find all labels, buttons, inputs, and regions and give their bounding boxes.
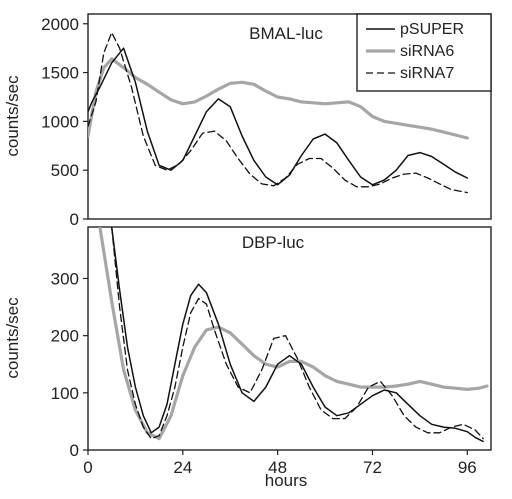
bmal-luc-y-tick-label: 0 [70,210,79,229]
dbp-luc-series-psuper-line [110,227,484,443]
dbp-luc-x-tick-label: 0 [83,458,92,477]
bmal-luc-y-tick-label: 1000 [41,112,79,131]
dbp-luc-x-ticks: 0 24 48 72 96 [83,450,477,477]
bmal-luc-panel-title: BMAL-luc [249,24,323,43]
bmal-luc-series-sirna6-line [88,57,469,140]
dbp-luc-y-axis-label: counts/sec [3,297,22,379]
bmal-luc-series-sirna7-line [88,31,468,194]
dbp-luc-y-tick-label: 200 [51,327,79,346]
dbp-luc-y-tick-label: 100 [51,384,79,403]
bmal-luc-y-tick-label: 1500 [41,64,79,83]
dbp-luc-series-group [98,227,489,443]
bmal-luc-y-tick-label: 500 [51,161,79,180]
bmal-luc-plot-frame [87,13,492,220]
bmal-luc-y-tick-label: 2000 [41,15,79,34]
dbp-luc-y-tick-label: 0 [70,441,79,460]
x-axis-label-hours: hours [265,471,308,490]
dbp-luc-plot-frame [87,226,492,451]
dbp-luc-x-tick-label: 48 [268,458,287,477]
dbp-luc-x-tick-label: 72 [363,458,382,477]
dbp-luc-y-tick-label: 300 [51,269,79,288]
dbp-luc-series-sirna6-line [98,227,489,441]
dbp-luc-series-sirna7-line [111,227,484,440]
legend-items: pSUPER siRNA6 siRNA7 [366,21,464,82]
bmal-luc-panel: 0 500 1000 1500 2000 BMAL-luc counts/sec pSU… [3,13,492,229]
legend-label-sirna7: siRNA7 [400,65,454,82]
dbp-luc-x-tick-label: 96 [458,458,477,477]
bmal-luc-y-ticks: 0 500 1000 1500 2000 [41,15,88,229]
dbp-luc-y-ticks: 0 100 200 300 [51,269,88,460]
bmal-luc-series-psuper-line [88,47,469,186]
dbp-luc-panel-title: DBP-luc [242,233,305,252]
legend-label-psuper: pSUPER [400,21,464,38]
bmal-luc-series-group [88,31,469,194]
legend: pSUPER siRNA6 siRNA7 [356,13,492,92]
dbp-luc-x-tick-label: 24 [173,458,192,477]
bmal-luc-y-axis-label: counts/sec [3,75,22,157]
legend-label-sirna6: siRNA6 [400,43,454,60]
